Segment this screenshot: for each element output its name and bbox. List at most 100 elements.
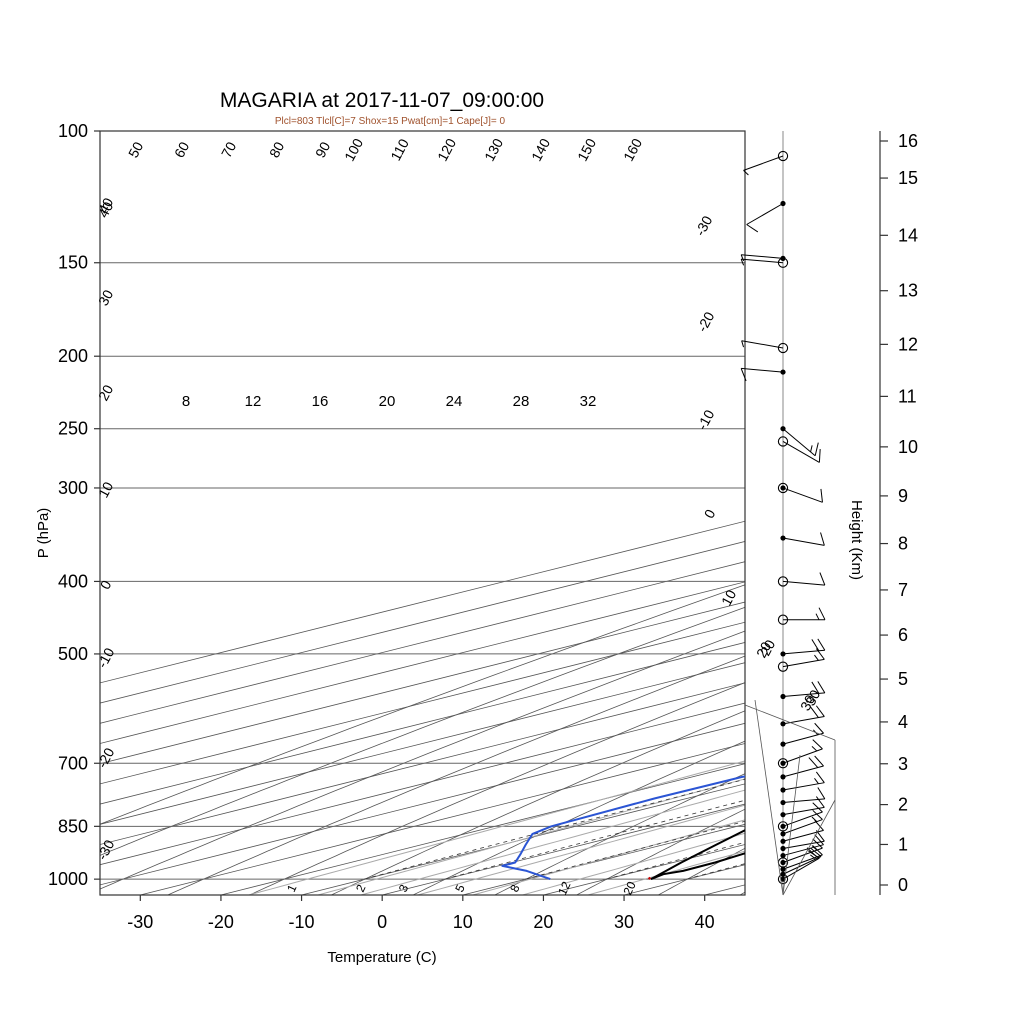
wind-barb xyxy=(780,809,823,837)
isotherm-label-mid: 16 xyxy=(312,393,329,410)
dry-adiabat-label: 140 xyxy=(528,135,553,163)
sounding-curves xyxy=(501,775,745,881)
height-tick-label: 9 xyxy=(898,486,908,506)
wind-barb xyxy=(740,257,789,268)
isotherm-label-mid: 28 xyxy=(513,393,530,410)
isotherm-label-mid: 12 xyxy=(245,393,262,410)
wind-barb xyxy=(780,796,825,818)
wind-barb xyxy=(780,755,824,780)
dry-adiabat-label: 110 xyxy=(387,136,412,163)
wind-barb xyxy=(780,787,826,806)
wind-barb xyxy=(780,771,825,793)
height-tick-label: 3 xyxy=(898,754,908,774)
dry-adiabat-label: 120 xyxy=(434,135,459,163)
mixing-ratio-label: 2 xyxy=(353,882,369,894)
wind-barb xyxy=(780,681,826,700)
isotherm-label-right: -30 xyxy=(692,213,716,239)
barb-speed-label: 30 xyxy=(797,692,819,713)
dry-adiabat-label: 40 xyxy=(95,199,117,220)
height-tick-label: 5 xyxy=(898,669,908,689)
height-tick-label: 10 xyxy=(898,437,918,457)
dry-adiabat-label: 150 xyxy=(574,135,599,163)
x-axis: -30 -20 -10 0 10 20 30 40 xyxy=(127,895,715,932)
curve-dewpoint xyxy=(501,775,745,881)
wind-barb xyxy=(777,802,823,832)
isotherm-label-right: 10 xyxy=(718,587,740,608)
indices-subtitle: Plcl=803 Tlcl[C]=7 Shox=15 Pwat[cm]=1 Ca… xyxy=(275,116,506,127)
x-tick-label: 30 xyxy=(614,912,634,932)
pressure-tick-label: 850 xyxy=(58,816,88,836)
x-tick-label: -10 xyxy=(289,912,315,932)
height-tick-label: 14 xyxy=(898,225,918,245)
height-tick-label: 8 xyxy=(898,534,908,554)
isotherm-label-right: -20 xyxy=(694,309,718,335)
y-axis-label: P (hPa) xyxy=(35,508,52,559)
wind-barb xyxy=(741,340,789,354)
barb-speed-rings xyxy=(744,699,836,896)
barb-speed-label: 20 xyxy=(753,639,775,660)
wind-barb xyxy=(777,482,823,503)
x-tick-label: 0 xyxy=(377,912,387,932)
isotherm-label-left: 30 xyxy=(95,287,117,308)
height-tick-label: 4 xyxy=(898,712,908,732)
pressure-tick-label: 300 xyxy=(58,478,88,498)
page-title: MAGARIA at 2017-11-07_09:00:00 xyxy=(220,89,544,112)
height-tick-label: 7 xyxy=(898,580,908,600)
x-tick-label: 40 xyxy=(695,912,715,932)
wind-barb xyxy=(777,739,823,769)
x-axis-label: Temperature (C) xyxy=(327,949,436,966)
wind-barb xyxy=(743,150,789,176)
wind-barb xyxy=(780,847,822,877)
height-tick-label: 13 xyxy=(898,281,918,301)
dry-adiabat-label: 90 xyxy=(312,139,334,160)
isotherm-label-left: 0 xyxy=(97,577,115,592)
x-tick-label: 20 xyxy=(533,912,553,932)
wind-barb xyxy=(777,436,821,463)
dry-adiabat-label: 50 xyxy=(125,139,147,160)
curve-temperature xyxy=(650,852,745,881)
dry-adiabat-label: 130 xyxy=(481,135,506,163)
isotherm-label-left: -20 xyxy=(94,745,118,771)
wind-barb xyxy=(780,638,826,657)
wind-barb xyxy=(777,572,826,587)
dry-adiabat-label: 100 xyxy=(341,135,366,163)
wind-barb-column xyxy=(740,131,836,896)
height-tick-label: 0 xyxy=(898,875,908,895)
dry-adiabat-label: 70 xyxy=(218,139,240,160)
height-tick-label: 11 xyxy=(898,386,917,406)
isotherm-label-right: 0 xyxy=(701,506,719,521)
wind-barb xyxy=(780,830,825,852)
moist-adiabat-lines xyxy=(363,778,745,880)
pressure-tick-label: 100 xyxy=(58,121,88,141)
dry-adiabat-label: 160 xyxy=(620,135,645,163)
curve-parcel-path xyxy=(650,829,745,880)
isotherm-label-mid: 20 xyxy=(379,393,396,410)
wind-barb xyxy=(740,367,786,382)
pressure-tick-label: 400 xyxy=(58,571,88,591)
curve-surface-red-segment xyxy=(647,876,652,880)
skew-grid xyxy=(100,520,745,895)
isotherm-label-right: 20 xyxy=(757,637,779,658)
plot-frame xyxy=(99,130,746,896)
mixing-ratio-label: 12 xyxy=(555,879,573,897)
wind-barb xyxy=(746,200,786,233)
pressure-tick-label: 250 xyxy=(58,419,88,439)
pressure-tick-label: 200 xyxy=(58,346,88,366)
x-tick-label: -30 xyxy=(127,912,153,932)
pressure-tick-label: 500 xyxy=(58,644,88,664)
dry-adiabat-label: 60 xyxy=(171,139,193,160)
height-tick-label: 15 xyxy=(898,168,918,188)
wind-barb xyxy=(777,607,826,625)
y-axis: 100 150 200 250 300 400 500 700 850 1000 xyxy=(48,121,100,889)
height-tick-label: 2 xyxy=(898,795,908,815)
isotherm-label-left: 20 xyxy=(95,382,117,403)
x-tick-label: -20 xyxy=(208,912,234,932)
pressure-tick-label: 1000 xyxy=(48,869,88,889)
pressure-tick-label: 150 xyxy=(58,253,88,273)
height-tick-label: 12 xyxy=(898,334,918,354)
wind-barb xyxy=(740,254,786,262)
wind-barb xyxy=(780,532,825,546)
